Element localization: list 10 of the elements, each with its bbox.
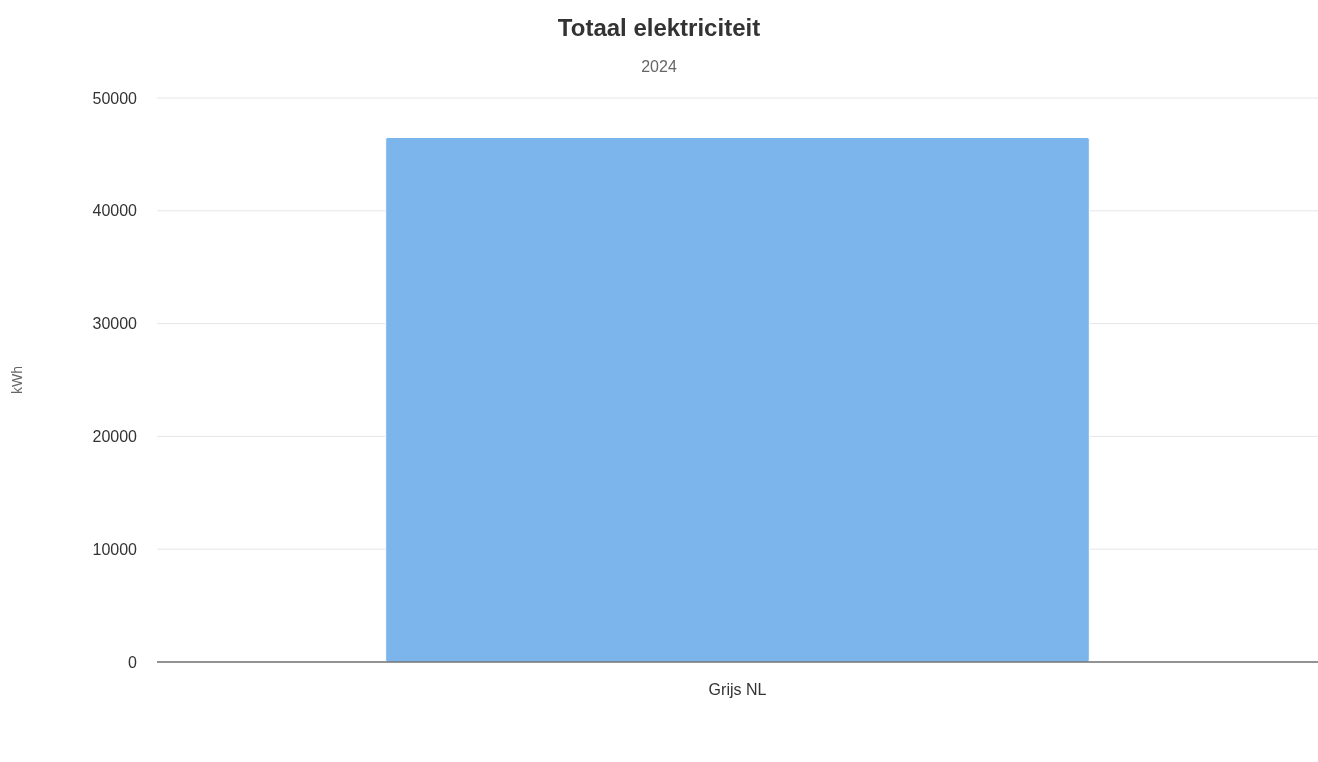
- y-tick-label: 30000: [92, 315, 138, 333]
- y-tick-label: 10000: [92, 540, 138, 558]
- y-tick-label: 40000: [92, 202, 138, 220]
- chart-title: Totaal elektriciteit: [557, 14, 761, 41]
- y-axis-title: kWh: [9, 366, 25, 394]
- chart-subtitle: 2024: [641, 58, 677, 75]
- y-tick-label: 20000: [92, 428, 138, 446]
- x-tick-label: Grijs NL: [708, 681, 767, 699]
- y-tick-label: 50000: [92, 89, 138, 107]
- y-tick-label: 0: [128, 653, 138, 671]
